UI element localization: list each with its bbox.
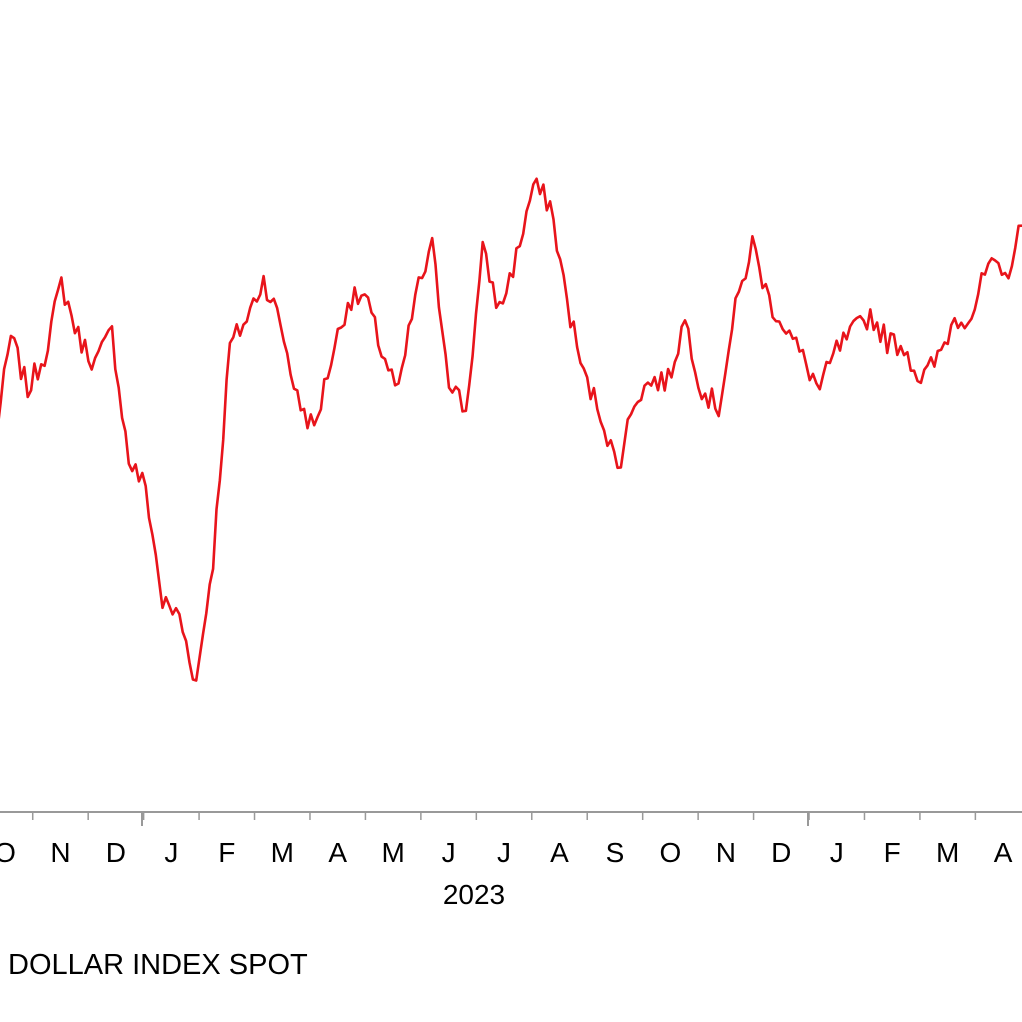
x-tick-label: J — [497, 837, 511, 868]
x-tick-label: A — [328, 837, 347, 868]
x-tick-label: J — [830, 837, 844, 868]
x-tick-label: N — [50, 837, 70, 868]
x-tick-label: S — [606, 837, 625, 868]
x-tick-label: M — [936, 837, 959, 868]
x-tick-label: A — [550, 837, 569, 868]
x-tick-label: O — [0, 837, 16, 868]
x-axis-year-label: 2023 — [443, 879, 505, 910]
x-tick-label: N — [716, 837, 736, 868]
x-tick-label: A — [994, 837, 1013, 868]
x-tick-label: J — [442, 837, 456, 868]
x-tick-label: D — [771, 837, 791, 868]
x-tick-label: J — [164, 837, 178, 868]
x-tick-label: M — [381, 837, 404, 868]
x-tick-label: D — [106, 837, 126, 868]
x-tick-label: O — [660, 837, 682, 868]
plot-area — [0, 177, 1022, 682]
x-tick-label: M — [271, 837, 294, 868]
x-tick-label: F — [218, 837, 235, 868]
x-tick-label: F — [884, 837, 901, 868]
legend-series-label: DOLLAR INDEX SPOT — [8, 949, 308, 981]
series-line-dollar-index-spot — [0, 177, 1022, 682]
